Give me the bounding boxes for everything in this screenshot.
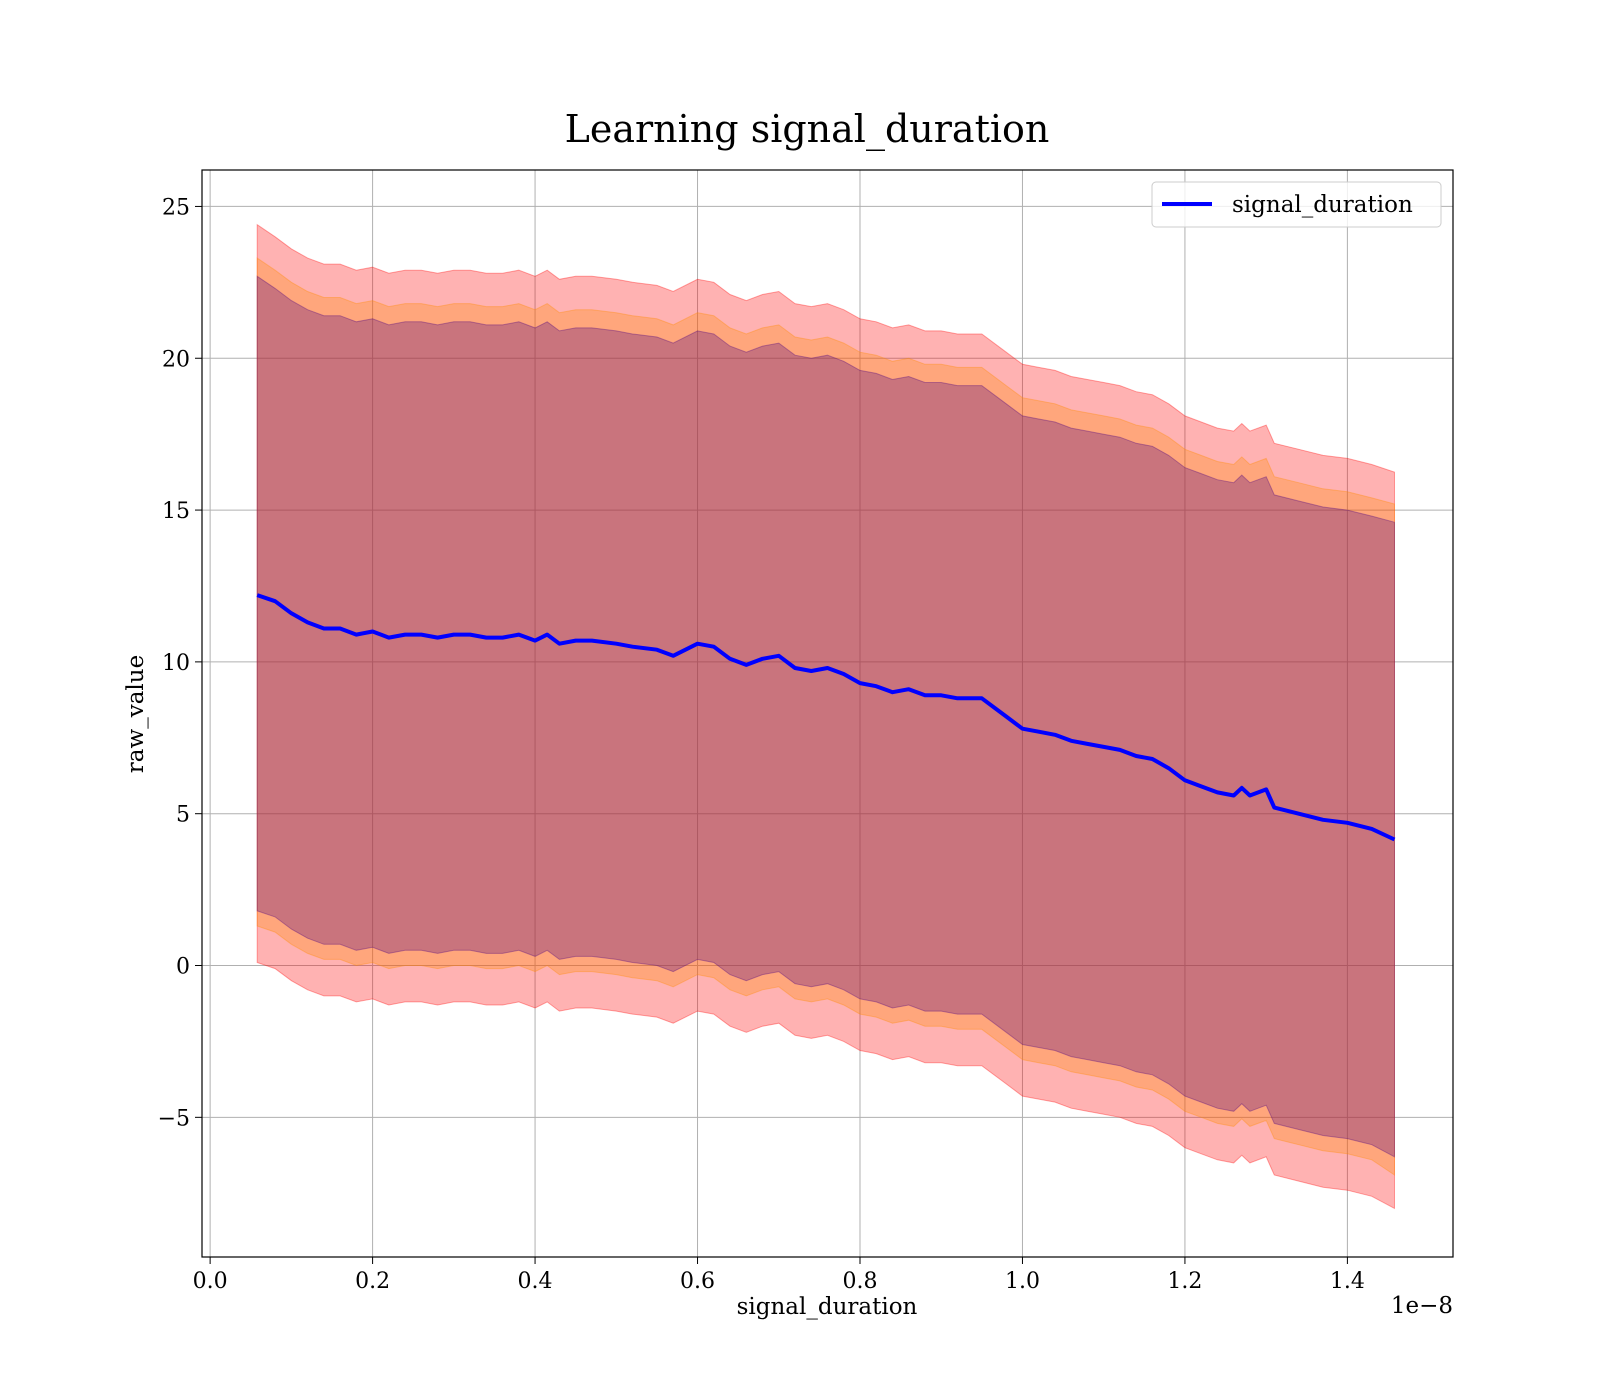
x-tick-label: 1.4 [1330, 1269, 1365, 1294]
x-offset-label: 1e−8 [1391, 1293, 1453, 1319]
grid [202, 170, 1453, 1257]
y-tick-label: 10 [162, 651, 190, 676]
x-tick-label: 0.8 [842, 1269, 877, 1294]
y-tick-label: 0 [176, 955, 190, 980]
y-axis-label: raw_value [123, 655, 149, 773]
x-tick-label: 0.2 [355, 1269, 390, 1294]
y-tick-label: 5 [176, 803, 190, 828]
x-tick-label: 1.2 [1167, 1269, 1202, 1294]
y-tick-label: 15 [162, 499, 190, 524]
legend-label-signal-duration: signal_duration [1232, 192, 1413, 218]
chart-title: Learning signal_duration [565, 107, 1050, 152]
x-tick-label: 1.0 [1005, 1269, 1040, 1294]
x-tick-label: 0.0 [193, 1269, 228, 1294]
x-tick-label: 0.4 [518, 1269, 553, 1294]
x-axis-label: signal_duration [737, 1294, 918, 1320]
band-0 [256, 223, 1395, 1210]
x-tick-label: 0.6 [680, 1269, 715, 1294]
band-2 [256, 275, 1395, 1158]
band-1 [256, 257, 1395, 1176]
series-lines [256, 593, 1396, 842]
confidence-bands [256, 223, 1395, 1210]
x-ticks: 0.0 0.2 0.4 0.6 0.8 1.0 1.2 1.4 [193, 1257, 1365, 1294]
y-tick-label: 25 [162, 195, 190, 220]
plot-frame [201, 169, 1454, 1258]
legend-box [1151, 181, 1442, 228]
legend: signal_duration [1151, 181, 1442, 228]
y-tick-label: 20 [162, 347, 190, 372]
series-line-0 [256, 593, 1396, 842]
y-ticks: −5 0 5 10 15 20 25 [158, 195, 202, 1131]
y-tick-label: −5 [158, 1106, 190, 1131]
